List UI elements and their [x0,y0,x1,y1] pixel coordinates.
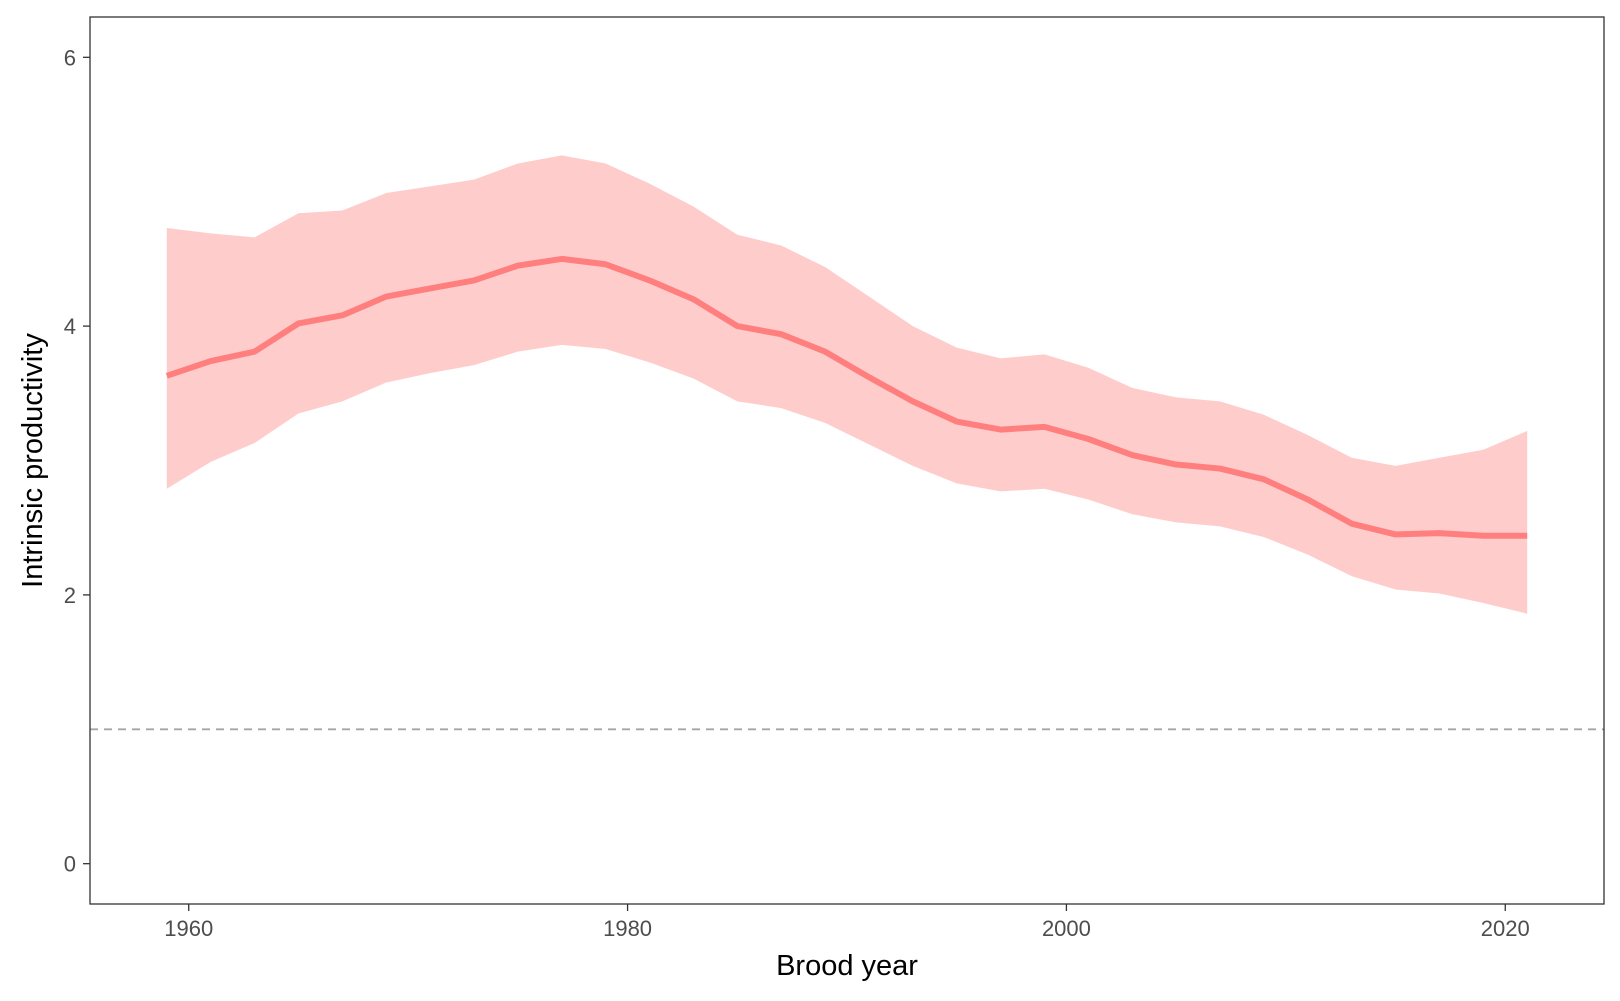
y-tick-label: 6 [64,45,76,70]
plot-area [90,155,1604,731]
series-line [165,255,1528,539]
x-tick-label: 2020 [1481,916,1530,941]
panel-border [89,16,1605,905]
x-tick-label: 2000 [1042,916,1091,941]
y-tick-label: 4 [64,314,76,339]
y-tick-label: 0 [64,852,76,877]
axes: 1960 1980 2000 2020 0 2 4 6 [64,45,1530,941]
x-tick-label: 1960 [164,916,213,941]
y-tick-label: 2 [64,583,76,608]
y-axis-title: Intrinsic productivity [17,333,49,588]
x-tick-label: 1980 [603,916,652,941]
x-axis-title: Brood year [776,950,918,982]
